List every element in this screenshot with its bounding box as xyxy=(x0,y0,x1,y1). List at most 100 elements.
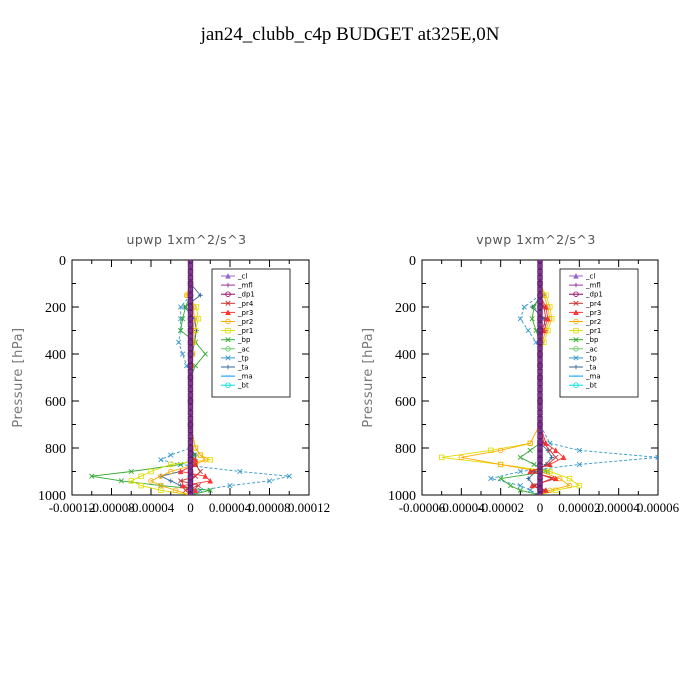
zero-profile-marker xyxy=(537,398,543,404)
data-point xyxy=(89,473,95,479)
legend-marker xyxy=(573,309,579,315)
data-point xyxy=(576,447,582,453)
data-point xyxy=(182,304,189,310)
zero-profile-marker xyxy=(537,457,543,463)
legend-label: _pr2 xyxy=(585,318,601,326)
data-point xyxy=(178,327,184,334)
y-tick-label: 600 xyxy=(45,395,66,410)
data-point xyxy=(138,482,144,489)
data-point xyxy=(168,452,174,458)
zero-profile-marker xyxy=(537,363,543,369)
legend-marker xyxy=(573,355,579,361)
data-point xyxy=(128,478,134,484)
x-tick-label: -0.00006 xyxy=(399,500,446,515)
legend-marker xyxy=(573,337,579,343)
data-point xyxy=(552,447,559,453)
data-point xyxy=(655,454,658,461)
legend-marker xyxy=(573,318,579,325)
zero-profile-marker xyxy=(537,410,543,416)
zero-profile-marker xyxy=(187,368,194,375)
zero-profile-marker xyxy=(187,274,194,281)
data-point xyxy=(192,461,199,468)
y-tick-label: 600 xyxy=(395,395,416,410)
zero-profile-marker xyxy=(187,304,194,310)
data-point xyxy=(158,457,164,463)
y-tick-label: 0 xyxy=(409,254,416,269)
data-point xyxy=(192,473,199,479)
zero-profile-marker xyxy=(537,374,543,381)
zero-profile-marker xyxy=(537,286,543,293)
zero-profile-marker xyxy=(187,321,194,328)
legend-marker xyxy=(573,346,579,352)
upwp-panel: upwp 1xm^2/s^3 Pressure [hPa] 0 200 400 600 80… xyxy=(11,232,330,515)
zero-profile-marker xyxy=(187,351,194,357)
panel-title: vpwp 1xm^2/s^3 xyxy=(476,232,596,247)
legend-label: _pr4 xyxy=(585,300,602,308)
vpwp-panel: vpwp 1xm^2/s^3 Pressure [hPa] 0 200 400 600 80… xyxy=(361,232,680,515)
data-point xyxy=(198,292,203,298)
legend-label: _pr4 xyxy=(237,300,254,308)
y-tick-label: 400 xyxy=(45,348,66,363)
legend-marker xyxy=(573,291,579,297)
data-point xyxy=(168,468,174,475)
legend-label: _bp xyxy=(237,336,251,344)
data-point xyxy=(158,482,164,489)
x-tick-label: -0.00012 xyxy=(49,500,96,515)
x-tick-label: 0.00004 xyxy=(598,500,641,515)
legend-label: _bt xyxy=(585,382,597,390)
zero-profile-marker xyxy=(537,345,543,351)
legend-marker xyxy=(573,364,579,370)
zero-profile-marker xyxy=(187,480,194,486)
data-point xyxy=(497,447,504,454)
zero-profile-marker xyxy=(187,263,194,269)
data-point xyxy=(488,475,494,482)
legend-marker xyxy=(573,382,579,388)
data-point xyxy=(517,487,523,493)
data-point xyxy=(529,316,535,322)
data-point xyxy=(195,482,202,489)
zero-profile-marker xyxy=(537,486,543,492)
zero-profile-marker xyxy=(187,327,194,334)
zero-profile-marker xyxy=(187,374,194,381)
zero-profile-marker xyxy=(187,427,194,434)
data-point xyxy=(531,461,537,468)
zero-profile-marker xyxy=(537,260,543,263)
zero-profile-marker xyxy=(537,404,543,410)
zero-profile-marker xyxy=(537,480,543,486)
data-point xyxy=(179,351,186,357)
series-line-tp xyxy=(490,260,658,495)
legend-label: _pr2 xyxy=(237,318,253,326)
legend-label: _tp xyxy=(237,354,249,362)
zero-profile-marker xyxy=(187,398,194,404)
legend-marker xyxy=(225,327,231,334)
zero-profile-marker xyxy=(187,345,194,351)
zero-profile-marker xyxy=(187,486,194,492)
data-point xyxy=(179,316,186,322)
zero-profile-marker xyxy=(537,392,543,398)
zero-profile-marker xyxy=(187,451,194,457)
legend-label: _ac xyxy=(585,345,598,353)
zero-profile-marker xyxy=(187,445,194,451)
data-point xyxy=(266,478,273,484)
zero-profile-marker xyxy=(537,269,543,275)
data-point xyxy=(138,473,144,479)
y-tick-label: 800 xyxy=(395,442,416,457)
zero-profile-marker xyxy=(537,421,543,428)
legend-marker xyxy=(225,364,231,370)
zero-profile-marker xyxy=(537,333,543,340)
data-point xyxy=(168,461,174,468)
legend-label: _pr3 xyxy=(585,309,601,317)
data-point xyxy=(566,475,573,482)
legend-marker xyxy=(225,337,231,343)
zero-profile-marker xyxy=(537,321,543,328)
data-point xyxy=(517,316,523,322)
data-point xyxy=(182,487,189,493)
data-point xyxy=(178,304,184,310)
zero-profile-marker xyxy=(537,368,543,375)
zero-profile-marker xyxy=(187,298,194,304)
data-point xyxy=(177,468,184,475)
legend-marker xyxy=(573,273,579,279)
data-point xyxy=(158,473,164,479)
data-point xyxy=(517,468,523,475)
zero-profile-marker xyxy=(537,439,543,445)
